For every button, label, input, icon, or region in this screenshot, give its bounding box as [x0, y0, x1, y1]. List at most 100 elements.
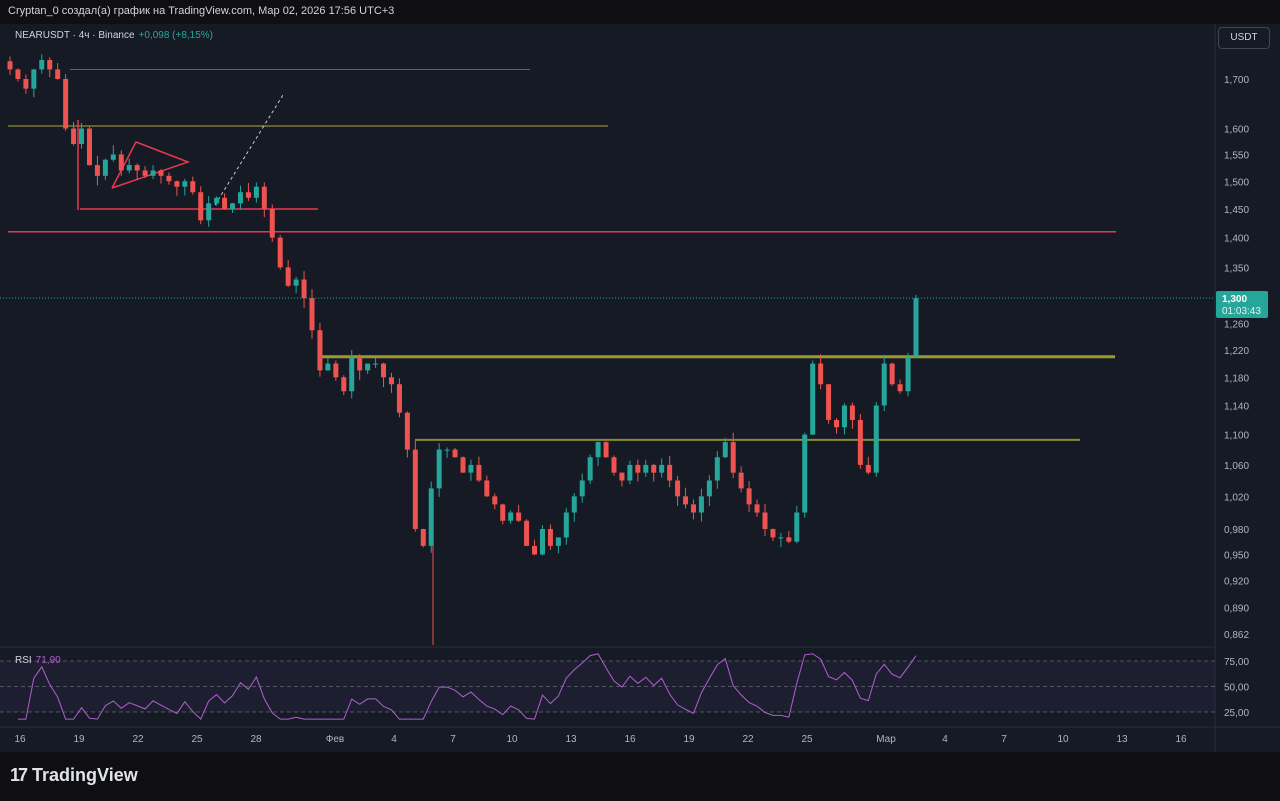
candle [802, 434, 808, 513]
candle [555, 537, 561, 546]
time-tick-label: Фев [326, 734, 344, 745]
candle [659, 464, 665, 473]
candle [611, 457, 617, 473]
candle [388, 377, 394, 385]
candle [206, 203, 212, 221]
candle [476, 464, 482, 481]
time-tick-label: 16 [14, 734, 26, 745]
candle [834, 419, 840, 428]
time-tick-label: 25 [191, 734, 203, 745]
candle [714, 457, 720, 481]
candle [150, 170, 156, 176]
candle [190, 181, 196, 193]
candle [261, 186, 267, 209]
candle [365, 363, 371, 371]
candle [15, 69, 21, 79]
candle [452, 449, 458, 458]
candle [7, 61, 13, 70]
rsi-value: 71,90 [35, 655, 61, 666]
price-tick-label: 1,100 [1224, 431, 1249, 442]
candle [675, 480, 681, 497]
currency-button[interactable]: USDT [1218, 27, 1270, 49]
price-tick-label: 1,350 [1224, 263, 1249, 274]
candle [293, 279, 299, 286]
time-tick-label: 10 [1057, 734, 1069, 745]
candle [142, 170, 148, 176]
candle [79, 128, 85, 144]
candle [404, 412, 410, 450]
candle [635, 464, 641, 473]
candle [818, 363, 824, 385]
time-tick-label: 7 [450, 734, 456, 745]
rsi-tick-label: 75,00 [1224, 657, 1249, 668]
price-tick-label: 1,060 [1224, 461, 1249, 472]
candle [730, 442, 736, 473]
time-tick-label: 10 [506, 734, 518, 745]
time-tick-label: 4 [391, 734, 397, 745]
time-tick-label: 4 [942, 734, 948, 745]
candle [269, 208, 275, 238]
price-tick-label: 1,020 [1224, 492, 1249, 503]
candle [651, 464, 657, 473]
candle [222, 197, 228, 209]
price-tick-label: 1,260 [1224, 320, 1249, 331]
candle [770, 529, 776, 538]
candle [230, 203, 236, 209]
price-tick-label: 1,140 [1224, 401, 1249, 412]
candle [412, 449, 418, 530]
time-tick-label: 25 [801, 734, 813, 745]
rsi-tick-label: 25,00 [1224, 708, 1249, 719]
candle [913, 298, 919, 357]
price-tick-label: 1,180 [1224, 373, 1249, 384]
price-tick-label: 1,220 [1224, 346, 1249, 357]
price-tick-label: 0,920 [1224, 577, 1249, 588]
candle [595, 442, 601, 458]
candle [63, 79, 69, 129]
symbol-info: NEARUSDT · 4ч · Binance [15, 30, 135, 41]
candle [484, 480, 490, 497]
candle [182, 181, 188, 187]
candle [71, 128, 77, 144]
candle [47, 59, 53, 70]
candle [571, 496, 577, 513]
candle [627, 464, 633, 481]
rsi-line [17, 653, 917, 720]
candle [158, 170, 164, 176]
candle [86, 128, 92, 166]
candle [317, 330, 323, 371]
time-tick-label: 13 [565, 734, 577, 745]
candle [110, 154, 116, 160]
candle [468, 464, 474, 473]
price-tick-label: 1,400 [1224, 234, 1249, 245]
price-tick-label: 0,950 [1224, 550, 1249, 561]
candle [420, 529, 426, 546]
candle [754, 504, 760, 513]
price-chart[interactable]: 1,700 1,600 1,550 1,500 1,450 1,400 1,350 1,260… [0, 0, 1280, 760]
candle [865, 464, 871, 473]
candle [245, 192, 251, 198]
logo-text: TradingView [32, 765, 138, 785]
candle [444, 449, 450, 451]
candle [357, 356, 363, 371]
candle [746, 488, 752, 505]
candle [690, 504, 696, 513]
candle [524, 520, 530, 546]
candle [905, 356, 911, 392]
time-tick-label: 13 [1116, 734, 1128, 745]
candle [341, 377, 347, 392]
price-tick-label: 0,890 [1224, 604, 1249, 615]
candle [174, 181, 180, 187]
candle [738, 472, 744, 489]
last-price-badge [1216, 291, 1268, 318]
candle [253, 186, 259, 198]
candle [31, 69, 37, 89]
time-tick-label: 7 [1001, 734, 1007, 745]
candle [873, 405, 879, 473]
candle [500, 504, 506, 521]
price-tick-label: 1,450 [1224, 205, 1249, 216]
candle [492, 496, 498, 505]
time-tick-label: 28 [250, 734, 262, 745]
tradingview-logo: 17 TradingView [10, 765, 138, 785]
candle [301, 279, 307, 299]
chart-background [0, 24, 1280, 752]
